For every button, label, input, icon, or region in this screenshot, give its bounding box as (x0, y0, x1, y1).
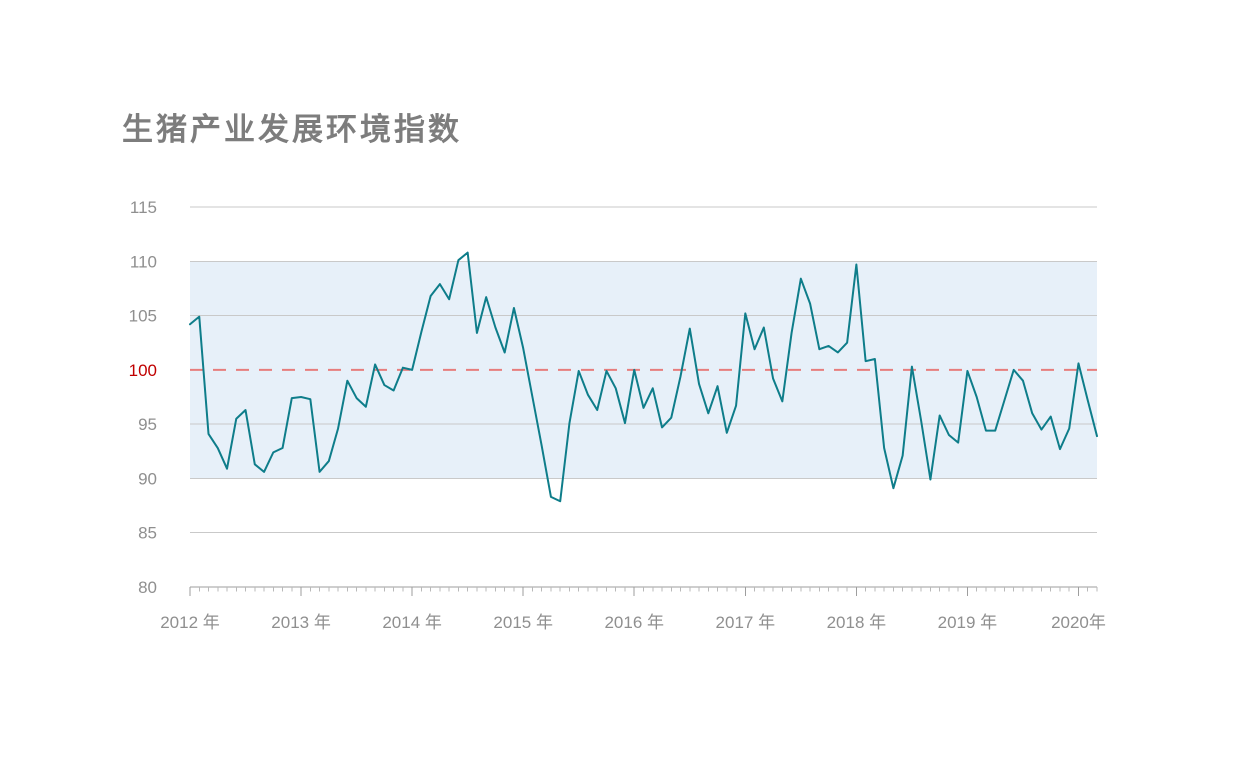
x-tick-label: 2013 年 (271, 613, 331, 632)
y-tick-label: 115 (130, 198, 157, 217)
y-tick-label: 105 (129, 307, 157, 326)
x-tick-label: 2012 年 (160, 613, 220, 632)
x-tick-label: 2019 年 (938, 613, 998, 632)
y-tick-label: 90 (138, 469, 157, 488)
x-tick-label: 2014 年 (382, 613, 442, 632)
x-tick-label: 2020年 (1051, 613, 1106, 632)
y-tick-label: 95 (138, 415, 157, 434)
y-tick-label: 85 (138, 524, 157, 543)
x-tick-label: 2018 年 (827, 613, 887, 632)
x-tick-label: 2016 年 (604, 613, 664, 632)
y-tick-label: 80 (138, 578, 157, 597)
x-tick-label: 2017 年 (716, 613, 776, 632)
reference-band (190, 261, 1097, 479)
y-tick-label: 110 (130, 252, 157, 271)
series-line (189, 251, 1098, 503)
chart-title: 生猪产业发展环境指数 (122, 112, 462, 147)
x-tick-label: 2015 年 (493, 613, 553, 632)
y-tick-label-100: 100 (129, 361, 157, 380)
